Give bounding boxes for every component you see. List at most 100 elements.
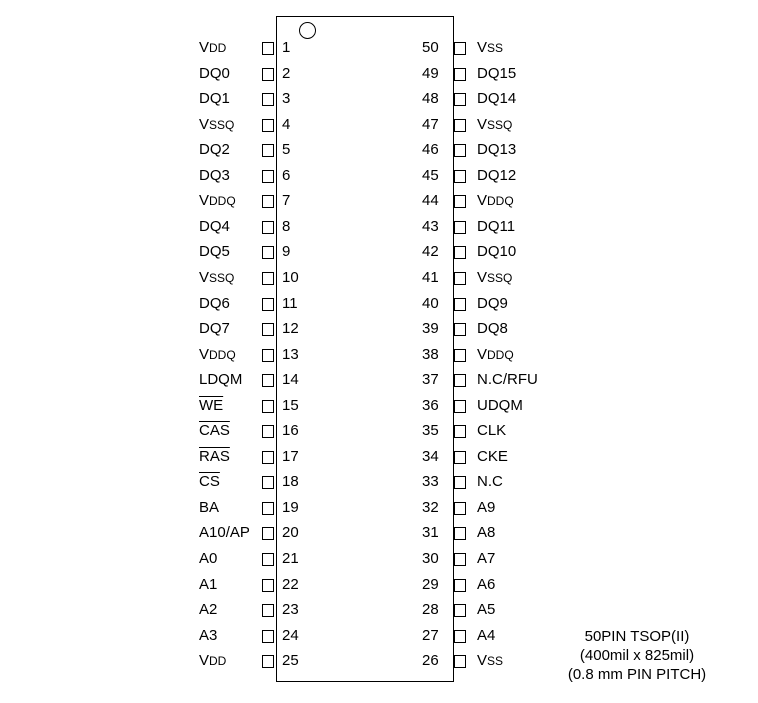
- pin-name-part: SSQ: [487, 270, 513, 285]
- pin1-orientation-notch: [299, 22, 316, 39]
- pin-name-part: A9: [477, 498, 496, 516]
- pin-pad-left: [262, 578, 274, 592]
- pin-number-right: 38: [422, 345, 439, 363]
- chip-package-outline: [276, 16, 454, 682]
- pin-pad-right: [454, 348, 466, 362]
- pin-number-right: 36: [422, 396, 439, 414]
- pin-name-part: SSQ: [487, 117, 513, 132]
- pin-name-part: DDQ: [209, 194, 236, 209]
- pin-number-left: 20: [282, 524, 299, 542]
- pin-name-right: DQ8: [477, 320, 508, 338]
- pin-name-part: DQ2: [199, 141, 230, 159]
- pin-number-left: 14: [282, 371, 299, 389]
- pin-pad-right: [454, 169, 466, 183]
- pin-name-part: A3: [199, 626, 218, 644]
- pin-name-right: UDQM: [477, 397, 523, 415]
- pin-name-right: VSS: [477, 652, 503, 670]
- pin-name-left: A1: [199, 576, 217, 594]
- pin-name-right: VSSQ: [477, 269, 512, 287]
- pin-pad-right: [454, 42, 466, 55]
- pin-name-right: A8: [477, 524, 495, 542]
- pin-name-part: V: [477, 192, 488, 210]
- pin-name-right: VSS: [477, 39, 503, 57]
- pin-name-part: DQ1: [199, 90, 230, 108]
- pin-number-right: 39: [422, 320, 439, 338]
- pin-name-left: DQ5: [199, 243, 230, 261]
- pin-pad-right: [454, 553, 466, 566]
- pin-name-left: RAS: [199, 448, 230, 466]
- pin-number-right: 49: [422, 64, 439, 82]
- pin-pad-left: [262, 67, 274, 81]
- pin-name-left: WE: [199, 397, 223, 415]
- pin-pad-left: [262, 629, 274, 643]
- pin-name-part: CLK: [477, 422, 507, 440]
- pin-name-part: V: [477, 115, 488, 133]
- pin-name-right: A7: [477, 550, 495, 568]
- pin-name-part: DQ15: [477, 64, 517, 82]
- pin-pad-left: [262, 374, 274, 388]
- pin-name-part: DQ11: [477, 217, 516, 235]
- pin-name-left: DQ4: [199, 218, 230, 236]
- pin-pad-right: [454, 67, 466, 81]
- pin-name-part: DDQ: [209, 347, 236, 362]
- pin-name-right: DQ14: [477, 90, 516, 108]
- pin-name-part: DQ5: [199, 243, 230, 261]
- pin-name-part: N.C: [477, 473, 503, 491]
- pin-name-left: DQ6: [199, 295, 230, 313]
- pin-name-part: A0: [199, 550, 218, 567]
- pin-name-right: VDDQ: [477, 346, 514, 364]
- pin-number-right: 42: [422, 243, 439, 261]
- pin-name-part: V: [477, 652, 488, 670]
- pin-pad-left: [262, 246, 274, 260]
- pin-number-right: 37: [422, 371, 439, 389]
- pin-name-left: A0: [199, 550, 217, 568]
- pin-name-right: A4: [477, 627, 495, 645]
- pin-number-left: 19: [282, 498, 299, 516]
- pin-name-part: BA: [199, 498, 220, 516]
- pin-name-right: N.C: [477, 473, 503, 491]
- pin-pad-right: [454, 220, 466, 234]
- pin-pad-right: [454, 476, 466, 490]
- pin-pad-left: [262, 93, 274, 107]
- pin-name-right: A9: [477, 499, 495, 517]
- pin-name-part: WE: [199, 396, 224, 414]
- pin-pad-right: [454, 271, 466, 285]
- pin-pad-left: [262, 399, 274, 413]
- pin-name-part: CAS: [199, 422, 230, 440]
- pin-number-left: 7: [282, 192, 291, 210]
- pin-number-right: 28: [422, 601, 439, 619]
- pin-pad-left: [262, 118, 274, 132]
- pin-pad-left: [262, 297, 274, 311]
- pin-pad-left: [262, 450, 274, 464]
- pin-name-left: A10/AP: [199, 524, 250, 542]
- pin-number-right: 29: [422, 575, 439, 593]
- pin-name-part: LDQM: [199, 371, 243, 389]
- pin-name-left: DQ2: [199, 141, 230, 159]
- pin-name-left: VDD: [199, 39, 226, 57]
- pin-pad-right: [454, 144, 466, 158]
- pin-number-right: 46: [422, 141, 439, 159]
- pin-name-part: RAS: [199, 447, 230, 465]
- pin-pad-right: [454, 604, 466, 618]
- pin-pitch-label: (0.8 mm PIN PITCH): [567, 666, 707, 683]
- pin-pad-right: [454, 425, 466, 439]
- pin-pad-left: [262, 425, 274, 439]
- pin-name-part: V: [199, 345, 210, 363]
- pin-name-part: A6: [477, 575, 496, 593]
- pin-name-left: DQ7: [199, 320, 230, 338]
- pin-pad-right: [454, 297, 466, 311]
- pin-name-right: DQ11: [477, 218, 515, 236]
- pin-name-part: DQ8: [477, 320, 508, 338]
- pin-name-right: VDDQ: [477, 192, 514, 210]
- pin-name-part: V: [477, 345, 488, 363]
- pin-name-right: DQ9: [477, 295, 508, 313]
- pin-pad-right: [454, 246, 466, 260]
- pin-number-left: 2: [282, 64, 291, 82]
- pin-number-left: 9: [282, 243, 291, 261]
- pin-number-left: 6: [282, 166, 291, 184]
- pin-number-right: 44: [422, 192, 439, 210]
- pin-name-part: DQ4: [199, 217, 230, 235]
- pin-name-part: DQ9: [477, 294, 508, 312]
- pin-name-part: V: [199, 115, 210, 133]
